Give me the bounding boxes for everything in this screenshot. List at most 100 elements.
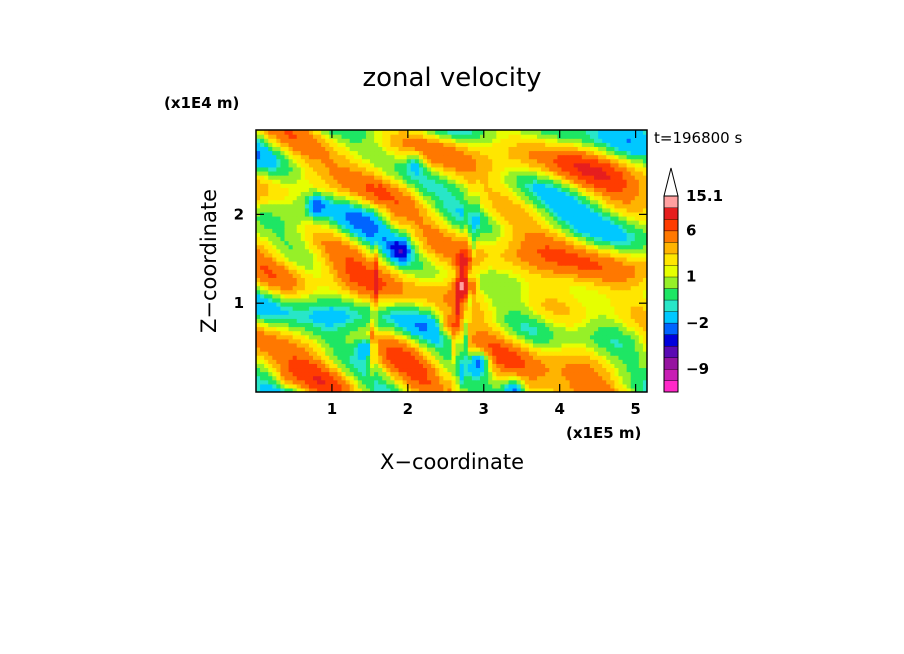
field-cell — [512, 211, 518, 217]
field-cell — [357, 293, 363, 299]
field-cell — [313, 346, 318, 352]
field-cell — [557, 351, 563, 356]
field-cell — [378, 199, 383, 205]
field-cell — [606, 252, 611, 258]
field-cell — [386, 203, 391, 209]
field-cell — [382, 203, 387, 209]
field-cell — [463, 261, 469, 266]
field-cell — [557, 375, 563, 381]
field-cell — [504, 383, 510, 389]
field-cell — [398, 330, 404, 336]
field-cell — [630, 297, 636, 303]
field-cell — [349, 265, 355, 270]
field-cell — [386, 383, 391, 389]
field-cell — [333, 351, 339, 356]
field-cell — [370, 179, 375, 184]
field-cell — [537, 285, 542, 291]
field-cell — [394, 199, 400, 205]
field-cell — [467, 240, 473, 246]
field-cell — [304, 297, 310, 303]
field-cell — [642, 203, 647, 209]
field-cell — [467, 326, 473, 332]
field-cell — [447, 346, 453, 352]
field-cell — [569, 244, 575, 250]
field-cell — [406, 281, 412, 287]
field-cell — [349, 195, 355, 201]
field-cell — [471, 363, 477, 369]
field-cell — [626, 236, 632, 242]
field-cell — [577, 240, 583, 246]
field-cell — [260, 232, 265, 238]
field-cell — [512, 359, 518, 364]
field-cell — [471, 195, 477, 201]
field-cell — [394, 252, 400, 258]
field-cell — [504, 228, 510, 233]
field-cell — [365, 220, 371, 225]
field-cell — [565, 187, 571, 192]
field-cell — [296, 310, 302, 315]
field-cell — [610, 346, 616, 352]
field-cell — [313, 203, 318, 209]
field-cell — [557, 359, 563, 364]
field-cell — [365, 277, 371, 283]
field-cell — [300, 199, 306, 205]
field-cell — [284, 301, 290, 307]
field-cell — [569, 203, 575, 209]
field-cell — [390, 346, 396, 352]
field-cell — [581, 261, 587, 266]
field-cell — [594, 363, 599, 369]
field-cell — [480, 293, 485, 299]
field-cell — [520, 379, 526, 385]
field-cell — [378, 326, 383, 332]
field-cell — [500, 346, 506, 352]
field-cell — [406, 179, 412, 184]
field-cell — [606, 371, 611, 377]
field-cell — [361, 310, 367, 315]
field-cell — [370, 387, 375, 392]
field-cell — [577, 191, 583, 197]
field-cell — [642, 256, 647, 262]
field-cell — [610, 183, 616, 188]
field-cell — [520, 375, 526, 381]
field-cell — [304, 244, 310, 250]
field-cell — [573, 224, 579, 229]
field-cell — [260, 187, 265, 192]
field-cell — [268, 261, 273, 266]
field-cell — [374, 183, 379, 188]
field-cell — [565, 334, 571, 340]
field-cell — [361, 199, 367, 205]
field-cell — [398, 367, 404, 373]
field-cell — [345, 375, 351, 381]
field-cell — [276, 289, 282, 295]
field-cell — [439, 297, 444, 303]
field-cell — [610, 203, 616, 209]
field-cell — [553, 285, 558, 291]
field-cell — [541, 261, 546, 266]
field-cell — [325, 351, 330, 356]
field-cell — [325, 195, 330, 201]
field-cell — [406, 355, 412, 360]
field-cell — [410, 277, 416, 283]
field-cell — [541, 371, 546, 377]
field-cell — [313, 297, 318, 303]
field-cell — [386, 346, 391, 352]
field-cell — [630, 326, 636, 332]
field-cell — [598, 277, 603, 283]
field-cell — [541, 297, 546, 303]
field-cell — [549, 367, 554, 373]
field-cell — [447, 371, 453, 377]
field-cell — [561, 355, 567, 360]
field-cell — [610, 383, 616, 389]
field-cell — [537, 207, 542, 213]
field-cell — [610, 211, 616, 217]
field-cell — [435, 203, 440, 209]
field-cell — [447, 359, 453, 364]
field-cell — [272, 191, 277, 197]
field-cell — [280, 367, 286, 373]
field-cell — [268, 277, 273, 283]
field-cell — [496, 265, 501, 270]
field-cell — [642, 322, 647, 328]
field-cell — [541, 228, 546, 233]
field-cell — [308, 220, 314, 225]
field-cell — [581, 306, 587, 311]
